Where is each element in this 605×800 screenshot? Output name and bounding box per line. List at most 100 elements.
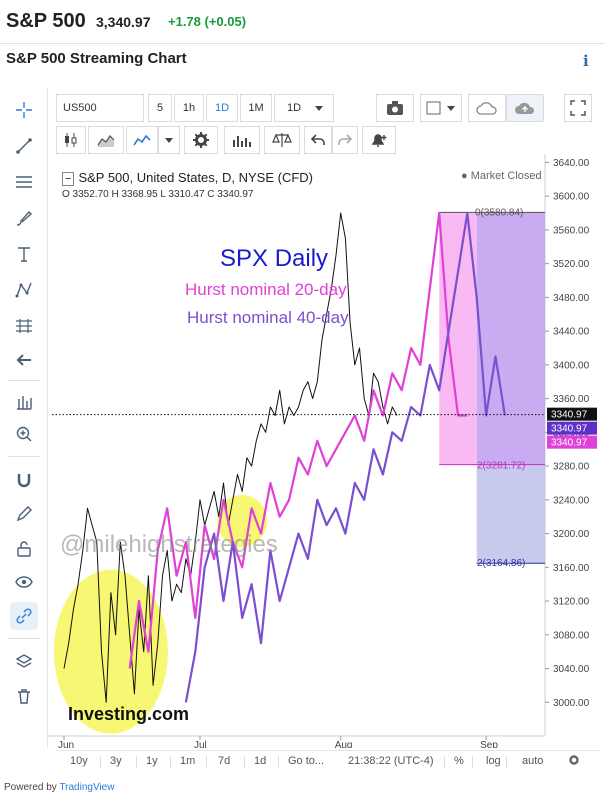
camera-icon[interactable] xyxy=(376,94,414,122)
annotation-hurst40: Hurst nominal 40-day xyxy=(187,308,349,327)
cloud-upload-icon[interactable] xyxy=(506,94,544,122)
interval-1d[interactable]: 1D xyxy=(206,94,238,122)
ohlc-values: O 3352.70 H 3368.95 L 3310.47 C 3340.97 xyxy=(62,189,254,200)
settings-icon[interactable] xyxy=(568,754,580,769)
trend-line-icon[interactable] xyxy=(10,132,38,160)
range-1m[interactable]: 1m xyxy=(180,755,196,767)
price-tag-label: 3340.97 xyxy=(551,410,588,421)
brush-icon[interactable] xyxy=(10,204,38,232)
clock-time: 21:38:22 (UTC-4) xyxy=(348,755,434,767)
horizontal-lines-icon[interactable] xyxy=(10,168,38,196)
price-tag-bg xyxy=(547,407,597,421)
line-chart-icon[interactable] xyxy=(126,126,158,154)
market-status: ● Market Closed xyxy=(461,170,542,182)
pattern-icon[interactable] xyxy=(10,276,38,304)
info-icon[interactable]: i xyxy=(583,52,589,70)
collapse-icon[interactable]: − xyxy=(62,172,75,186)
redo-icon[interactable] xyxy=(332,126,358,154)
text-tool-icon[interactable] xyxy=(10,240,38,268)
undo-icon[interactable] xyxy=(304,126,332,154)
annotation-hurst20: Hurst nominal 20-day xyxy=(185,280,347,299)
chevron-down-icon[interactable] xyxy=(158,126,180,154)
y-tick-label: 3040.00 xyxy=(553,664,590,675)
auto-toggle[interactable]: auto xyxy=(522,755,544,767)
quote-header: S&P 500 3,340.97 +1.78 (+0.05) xyxy=(0,0,605,44)
zoom-in-icon[interactable] xyxy=(10,420,38,448)
y-tick-label: 3120.00 xyxy=(553,597,590,608)
powered-by: Powered by TradingView xyxy=(4,782,115,793)
y-tick-label: 3000.00 xyxy=(553,698,590,709)
symbol-input[interactable]: US500 xyxy=(56,94,144,122)
percent-toggle[interactable]: % xyxy=(454,755,464,767)
y-tick-label: 3200.00 xyxy=(553,529,590,540)
crosshair-icon[interactable] xyxy=(10,96,38,124)
investing-logo: Investing.com xyxy=(68,704,189,724)
drawing-toolbar xyxy=(0,88,48,748)
y-tick-label: 3600.00 xyxy=(553,192,590,203)
tradingview-link[interactable]: TradingView xyxy=(59,782,115,793)
chart-legend-title[interactable]: − S&P 500, United States, D, NYSE (CFD) xyxy=(62,170,313,186)
candles-icon[interactable] xyxy=(56,126,86,154)
interval-1h[interactable]: 1h xyxy=(174,94,204,122)
y-tick-label: 3400.00 xyxy=(553,360,590,371)
unlock-icon[interactable] xyxy=(10,534,38,562)
indicators-icon[interactable] xyxy=(224,126,260,154)
price-change: +1.78 (+0.05) xyxy=(168,14,247,29)
gear-icon[interactable] xyxy=(184,126,218,154)
alert-icon[interactable] xyxy=(362,126,396,154)
eye-icon[interactable] xyxy=(10,568,38,596)
price-tag-label: 3340.97 xyxy=(551,438,588,449)
chart-toolbar: US500 5 1h 1D 1M 1D xyxy=(56,94,601,122)
price-tag-label: 3340.97 xyxy=(551,424,588,435)
blue-projection-box xyxy=(476,464,545,564)
y-tick-label: 3160.00 xyxy=(553,563,590,574)
magnet-icon[interactable] xyxy=(10,466,38,494)
color-picker-button[interactable] xyxy=(420,94,462,122)
y-tick-label: 3640.00 xyxy=(553,158,590,169)
y-tick-label: 3520.00 xyxy=(553,259,590,270)
price-chart[interactable]: 0(3580.84) 2(3281.72) 2(3164.86) SPX Daily… xyxy=(48,154,601,748)
interval-dropdown-label: 1D xyxy=(287,102,302,114)
area-chart-icon[interactable] xyxy=(88,126,124,154)
interval-dropdown[interactable]: 1D xyxy=(274,94,334,122)
lock-drawing-icon[interactable] xyxy=(10,500,38,528)
y-tick-label: 3240.00 xyxy=(553,495,590,506)
cloud-icon[interactable] xyxy=(468,94,506,122)
log-toggle[interactable]: log xyxy=(486,755,501,767)
series-line-1 xyxy=(63,212,398,703)
interval-1m[interactable]: 1M xyxy=(240,94,272,122)
range-10y[interactable]: 10y xyxy=(70,755,88,767)
y-tick-label: 3080.00 xyxy=(553,630,590,641)
y-tick-label: 3360.00 xyxy=(553,394,590,405)
range-1y[interactable]: 1y xyxy=(146,755,158,767)
x-tick-label: Sep xyxy=(480,740,498,748)
price-tag-bg xyxy=(547,435,597,449)
link-icon[interactable] xyxy=(10,602,38,630)
goto-button[interactable]: Go to... xyxy=(288,755,325,767)
interval-5[interactable]: 5 xyxy=(148,94,172,122)
fullscreen-icon[interactable] xyxy=(564,94,592,122)
range-bar: 10y 3y 1y 1m 7d 1d Go to... 21:38:22 (UT… xyxy=(56,750,601,772)
y-tick-label: 3440.00 xyxy=(553,327,590,338)
x-tick-label: Jun xyxy=(58,740,74,748)
layers-icon[interactable] xyxy=(10,648,38,676)
range-3y[interactable]: 3y xyxy=(110,755,122,767)
range-1d[interactable]: 1d xyxy=(254,755,267,767)
last-price: 3,340.97 xyxy=(96,14,151,30)
fib-label-blue: 2(3164.86) xyxy=(477,558,525,569)
series-line-2 xyxy=(128,211,468,669)
purple-projection-box xyxy=(476,212,545,465)
chevron-down-icon xyxy=(315,105,324,111)
annotation-spx: SPX Daily xyxy=(220,245,328,272)
fib-label-pink: 2(3281.72) xyxy=(477,461,525,472)
measure-icon[interactable] xyxy=(10,388,38,416)
fib-tool-icon[interactable] xyxy=(10,312,38,340)
y-tick-label: 3560.00 xyxy=(553,225,590,236)
price-tag-bg xyxy=(547,421,597,435)
trash-icon[interactable] xyxy=(10,682,38,710)
compare-icon[interactable] xyxy=(264,126,300,154)
x-tick-label: Jul xyxy=(194,740,207,748)
arrow-left-icon[interactable] xyxy=(10,346,38,374)
y-tick-label: 3480.00 xyxy=(553,293,590,304)
range-7d[interactable]: 7d xyxy=(218,755,231,767)
